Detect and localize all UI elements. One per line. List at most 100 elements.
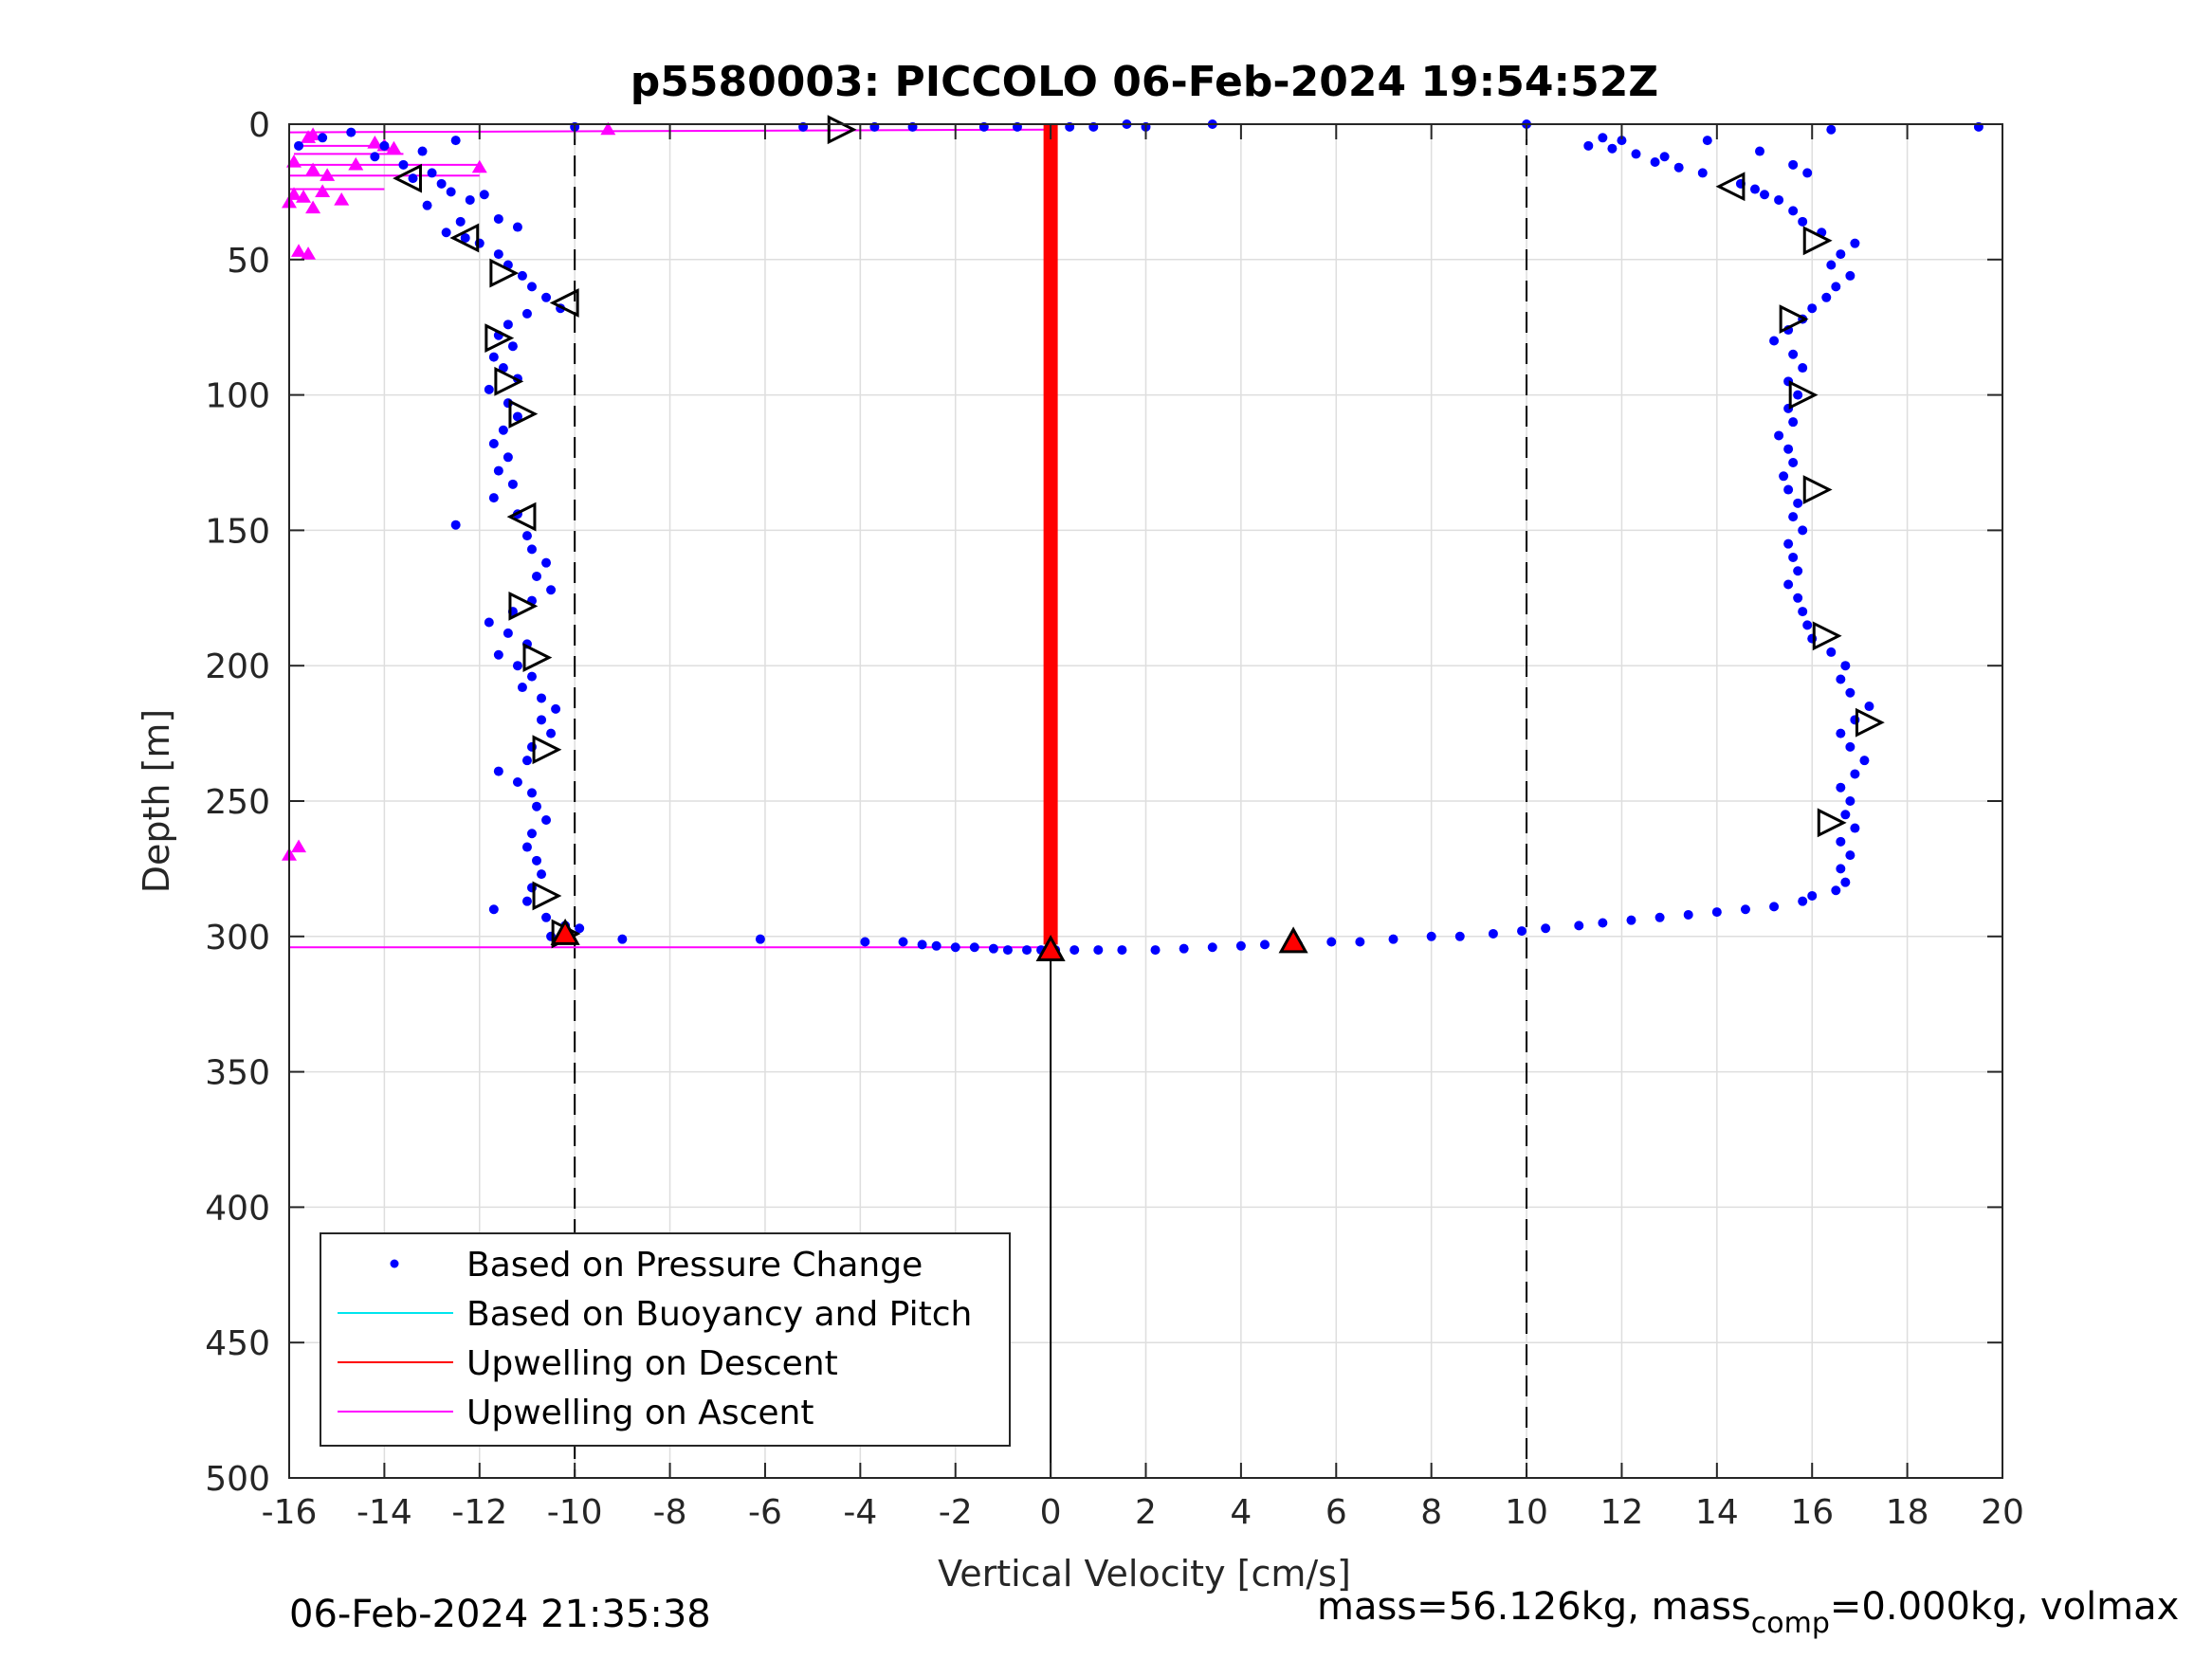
pressure-point <box>493 766 503 776</box>
pressure-point <box>1836 782 1846 793</box>
pressure-point <box>1631 149 1641 159</box>
pressure-point <box>526 282 537 292</box>
ascent-triangle-point <box>386 140 402 155</box>
x-tick-label: -16 <box>262 1493 318 1532</box>
pressure-point <box>498 425 508 435</box>
pressure-point <box>493 649 503 660</box>
ascent-triangle-point <box>291 839 307 853</box>
pressure-point <box>503 628 513 638</box>
pressure-point <box>1836 864 1846 874</box>
pressure-point <box>417 146 428 156</box>
pressure-point <box>512 777 522 788</box>
pressure-point <box>537 715 547 725</box>
pressure-point <box>1788 458 1799 467</box>
pressure-point <box>1683 909 1693 920</box>
pressure-point <box>1821 292 1832 302</box>
pressure-point <box>1831 282 1841 292</box>
x-tick-label: -8 <box>653 1493 687 1532</box>
ascent-triangle-point <box>286 154 302 168</box>
pressure-point <box>1769 902 1780 912</box>
pressure-point <box>541 912 552 922</box>
direction-marker <box>549 288 579 318</box>
mass-subscript: comp <box>1750 1607 1830 1640</box>
pressure-change-series <box>294 119 1983 956</box>
pressure-point <box>526 671 537 682</box>
pressure-point <box>1793 498 1803 508</box>
pressure-point <box>1769 336 1780 346</box>
pressure-point <box>1836 836 1846 847</box>
pressure-point <box>450 136 461 146</box>
pressure-point <box>521 308 532 319</box>
x-tick-label: -4 <box>843 1493 877 1532</box>
upwelling-ascent-series <box>282 121 1051 949</box>
pressure-point <box>1207 942 1217 953</box>
legend-label: Based on Buoyancy and Pitch <box>466 1295 972 1334</box>
y-tick-label: 350 <box>205 1054 270 1093</box>
mass-text: mass=56.126kg, mass <box>1317 1585 1751 1629</box>
pressure-point <box>512 661 522 671</box>
pressure-point <box>1779 471 1789 482</box>
x-tick-label: 4 <box>1230 1493 1252 1532</box>
ascent-triangle-point <box>315 184 331 197</box>
pressure-point <box>1793 592 1803 603</box>
pressure-point <box>1697 168 1708 178</box>
pressure-point <box>1093 945 1104 956</box>
legend-label: Based on Pressure Change <box>466 1246 923 1285</box>
pressure-point <box>1749 184 1760 194</box>
pressure-point <box>488 493 499 503</box>
pressure-point <box>1798 525 1808 536</box>
pressure-point <box>460 232 470 243</box>
pressure-point <box>521 842 532 852</box>
pressure-point <box>1179 943 1189 954</box>
x-tick-label: -2 <box>939 1493 973 1532</box>
pressure-point <box>446 187 456 197</box>
direction-marker <box>532 881 562 911</box>
y-tick-label: 100 <box>205 377 270 416</box>
pressure-point <box>1598 133 1608 143</box>
pressure-point <box>1788 206 1799 216</box>
pressure-point <box>484 617 494 628</box>
x-tick-label: 18 <box>1886 1493 1929 1532</box>
pressure-point <box>1783 579 1794 590</box>
pressure-point <box>521 756 532 766</box>
pressure-point <box>1326 937 1337 947</box>
pressure-point <box>465 194 475 205</box>
ascent-triangle-point <box>305 127 321 141</box>
direction-marker <box>522 643 553 673</box>
pressure-point <box>1836 249 1846 260</box>
pressure-point <box>450 520 461 530</box>
filled-triangle-marker <box>1035 934 1066 961</box>
direction-marker <box>1855 707 1885 738</box>
y-tick-label: 500 <box>205 1460 270 1499</box>
pressure-point <box>1002 945 1013 956</box>
pressure-point <box>1798 896 1808 906</box>
pressure-point <box>294 140 304 151</box>
x-tick-label: 20 <box>1981 1493 2024 1532</box>
pressure-point <box>1702 136 1712 146</box>
direction-marker <box>508 399 539 429</box>
x-tick-label: 14 <box>1695 1493 1739 1532</box>
pressure-point <box>1774 194 1784 205</box>
legend-marker-dot <box>390 1259 399 1268</box>
x-tick-label: 12 <box>1600 1493 1644 1532</box>
pressure-point <box>1755 146 1765 156</box>
pressure-point <box>1783 538 1794 549</box>
y-tick-label: 300 <box>205 919 270 957</box>
pressure-point <box>370 152 380 162</box>
pressure-point <box>931 940 941 951</box>
pressure-point <box>1454 931 1465 941</box>
ascent-triangle-point <box>286 187 302 200</box>
pressure-point <box>1783 444 1794 454</box>
pressure-point <box>1574 921 1584 931</box>
pressure-point <box>1826 647 1837 657</box>
pressure-point <box>537 869 547 880</box>
pressure-point <box>969 942 979 953</box>
legend-label: Upwelling on Descent <box>466 1344 838 1383</box>
direction-marker <box>494 366 524 396</box>
pressure-point <box>526 788 537 798</box>
x-tick-label: -10 <box>547 1493 603 1532</box>
pressure-point <box>526 544 537 555</box>
pressure-point <box>1069 945 1080 956</box>
direction-marker <box>1788 380 1819 410</box>
pressure-point <box>541 292 552 302</box>
